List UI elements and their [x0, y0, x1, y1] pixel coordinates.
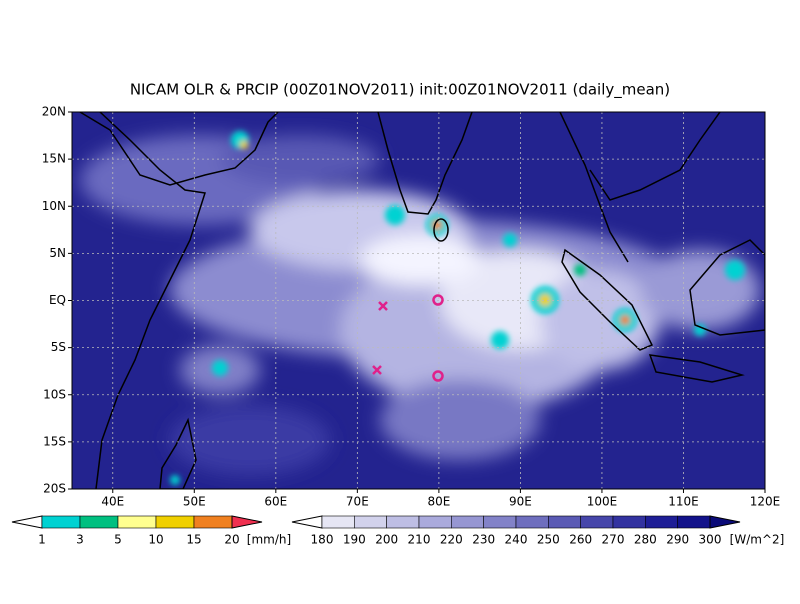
axis-labels: 20N 15N 10N 5N EQ 5S 10S 15S 20S 40E 50E 60E 70E 80E 9… — [42, 105, 781, 509]
colorbars: 1 3 5 10 15 20 [mm/h] 180 190 200 210 220 230 240 250 2… — [11, 515, 785, 547]
lat-label: 15S — [43, 434, 66, 448]
colorbar-label: 280 — [634, 533, 657, 547]
x-marker — [378, 301, 388, 311]
lon-label: 80E — [427, 495, 450, 509]
cloud-field — [80, 135, 760, 475]
colorbar-label: 230 — [472, 533, 495, 547]
colorbar-label: 3 — [76, 533, 84, 547]
lon-label: 110E — [668, 495, 699, 509]
colorbar-label: 290 — [666, 533, 689, 547]
colorbar-label: 180 — [311, 533, 334, 547]
colorbar-segment — [79, 515, 119, 529]
colorbar-segment — [677, 515, 711, 529]
o-marker — [432, 370, 444, 382]
colorbar-over — [709, 515, 741, 529]
colorbar-label: 190 — [343, 533, 366, 547]
colorbar-label: 200 — [375, 533, 398, 547]
colorbar-segment — [354, 515, 387, 529]
colorbar-segment — [117, 515, 157, 529]
colorbar-segment — [155, 515, 195, 529]
colorbar-segment — [386, 515, 420, 529]
map — [72, 112, 765, 489]
lon-label: 90E — [509, 495, 532, 509]
coastlines — [79, 112, 765, 489]
lat-label: 20N — [42, 105, 66, 119]
graticule — [72, 112, 765, 489]
lat-label: EQ — [49, 293, 66, 307]
o-marker — [432, 294, 444, 306]
colorbar-segment — [612, 515, 646, 529]
lat-label: 15N — [42, 152, 66, 166]
lon-label: 100E — [587, 495, 618, 509]
colorbar-segment — [41, 515, 81, 529]
colorbar-segment — [645, 515, 678, 529]
colorbar-under — [11, 515, 43, 529]
colorbar-label: 15 — [186, 533, 201, 547]
lat-label: 5S — [51, 340, 66, 354]
lon-label: 120E — [750, 495, 781, 509]
colorbar-label: 1 — [38, 533, 46, 547]
title: NICAM OLR & PRCIP (00Z01NOV2011) init:00… — [130, 81, 670, 100]
colorbar-over — [231, 515, 263, 529]
lat-label: 5N — [49, 246, 66, 260]
colorbar-under — [291, 515, 323, 529]
lon-label: 60E — [264, 495, 287, 509]
colorbar-segment — [548, 515, 581, 529]
markers — [372, 294, 444, 382]
colorbar-label: 210 — [408, 533, 431, 547]
lat-label: 10N — [42, 199, 66, 213]
colorbar-segment — [321, 515, 355, 529]
lat-label: 10S — [43, 387, 66, 401]
colorbar-label: 300 — [699, 533, 722, 547]
colorbar-label: 10 — [148, 533, 163, 547]
colorbar-label: 250 — [537, 533, 560, 547]
colorbar-segment — [451, 515, 484, 529]
colorbar-label: 5 — [114, 533, 122, 547]
colorbar-segment — [418, 515, 452, 529]
colorbar-segment — [193, 515, 233, 529]
colorbar-segment — [580, 515, 614, 529]
colorbar-unit: [mm/h] — [247, 533, 291, 547]
lat-label: 20S — [43, 482, 66, 496]
colorbar-label: 220 — [440, 533, 463, 547]
lon-label: 40E — [101, 495, 124, 509]
lon-label: 50E — [183, 495, 206, 509]
x-marker — [372, 365, 382, 375]
colorbar-segment — [515, 515, 549, 529]
colorbar-label: 20 — [224, 533, 239, 547]
colorbar-label: 240 — [505, 533, 528, 547]
lon-label: 70E — [346, 495, 369, 509]
colorbar-unit: [W/m^2] — [730, 533, 785, 547]
colorbar-label: 270 — [602, 533, 625, 547]
colorbar-segment — [483, 515, 517, 529]
colorbar-label: 260 — [569, 533, 592, 547]
